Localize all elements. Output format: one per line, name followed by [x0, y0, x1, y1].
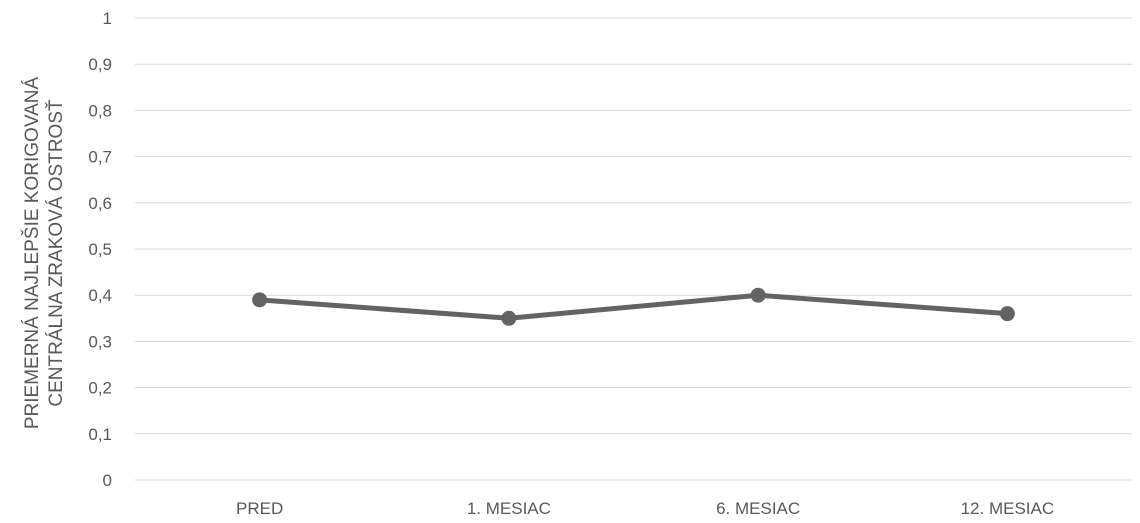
y-tick-label: 0,9 [88, 55, 112, 74]
gridlines [135, 17, 1132, 481]
data-point [999, 306, 1015, 322]
y-axis-title-line-1: PRIEMERNÁ NAJLEPŠIE KORIGOVANÁ [21, 77, 43, 430]
y-tick-label: 0 [103, 471, 112, 490]
series-line [257, 292, 1010, 321]
y-tick-label: 0,1 [88, 425, 112, 444]
y-tick-label: 0,2 [88, 379, 112, 398]
x-axis-ticks: PRED 1. MESIAC 6. MESIAC 12. MESIAC [236, 499, 1054, 518]
y-tick-label: 0,6 [88, 194, 112, 213]
y-tick-label: 0,7 [88, 148, 112, 167]
y-axis-title-line-2: CENTRÁLNA ZRAKOVÁ OSTROSŤ [45, 99, 67, 407]
y-tick-label: 0,8 [88, 101, 112, 120]
data-point [750, 287, 766, 303]
y-tick-label: 0,5 [88, 240, 112, 259]
y-tick-label: 0,4 [88, 286, 112, 305]
y-axis-title: PRIEMERNÁ NAJLEPŠIE KORIGOVANÁ CENTRÁLNA… [21, 77, 67, 430]
data-point [501, 310, 517, 326]
x-tick-label: 6. MESIAC [716, 499, 800, 518]
y-tick-label: 0,3 [88, 332, 112, 351]
x-tick-label: PRED [236, 499, 283, 518]
y-axis-ticks: 0 0,1 0,2 0,3 0,4 0,5 0,6 0,7 0,8 0,9 1 [88, 9, 112, 490]
y-tick-label: 1 [103, 9, 112, 28]
x-tick-label: 12. MESIAC [961, 499, 1055, 518]
series-layer [252, 287, 1015, 326]
x-tick-label: 1. MESIAC [467, 499, 551, 518]
data-point [252, 292, 268, 308]
